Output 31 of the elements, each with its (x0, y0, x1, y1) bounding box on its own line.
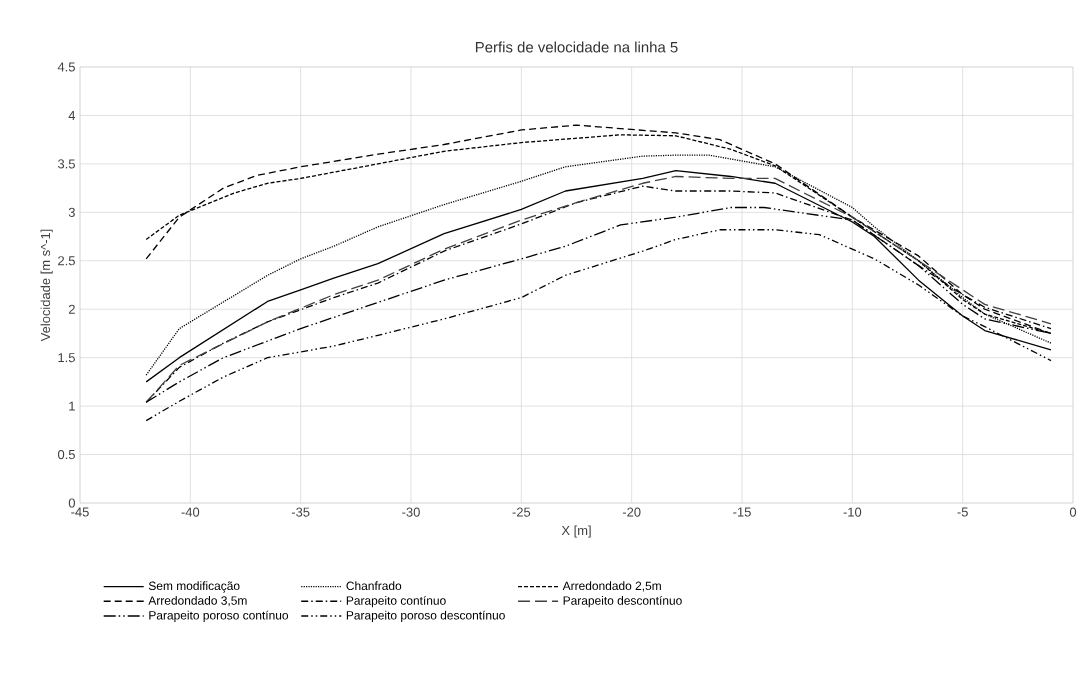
y-tick-label: 1.5 (58, 353, 75, 363)
x-tick-label: -15 (733, 507, 751, 517)
y-tick-label: 4 (68, 110, 76, 120)
y-tick-label: 4.5 (57, 62, 75, 72)
legend-label: Sem modificação (148, 581, 240, 593)
x-tick-label: -10 (843, 507, 862, 517)
x-tick-label: -20 (622, 507, 641, 517)
x-tick-label: -40 (181, 507, 200, 517)
legend-label: Parapeito poroso contínuo (149, 610, 289, 622)
y-tick-label: 2 (68, 304, 75, 314)
legend-label: Chanfrado (346, 581, 402, 591)
x-tick-label: -45 (71, 507, 89, 517)
y-axis-title: Velocidade [m s^-1] (40, 229, 53, 342)
y-tick-label: 2.5 (58, 256, 75, 266)
y-tick-label: 0.5 (57, 449, 75, 460)
x-tick-label: -5 (957, 507, 968, 517)
x-tick-label: -30 (402, 507, 420, 517)
x-axis-title: X [m] (561, 525, 591, 538)
x-tick-label: -25 (512, 507, 531, 517)
x-tick-label: 0 (1069, 507, 1077, 517)
chart-title: Perfis de velocidade na linha 5 (475, 41, 678, 53)
y-tick-label: 1 (69, 401, 75, 411)
y-tick-label: 3.5 (57, 159, 75, 169)
legend-label: Parapeito descontínuo (563, 595, 682, 608)
legend-label: Arredondado 2,5m (562, 581, 661, 592)
legend-label: Parapeito poroso descontínuo (346, 610, 505, 622)
legend-label: Arredondado 3,5m (148, 595, 247, 607)
y-tick-label: 3 (68, 207, 75, 217)
x-tick-label: -35 (291, 507, 310, 517)
y-tick-label: 0 (68, 498, 75, 508)
legend-label: Parapeito contínuo (346, 595, 446, 608)
